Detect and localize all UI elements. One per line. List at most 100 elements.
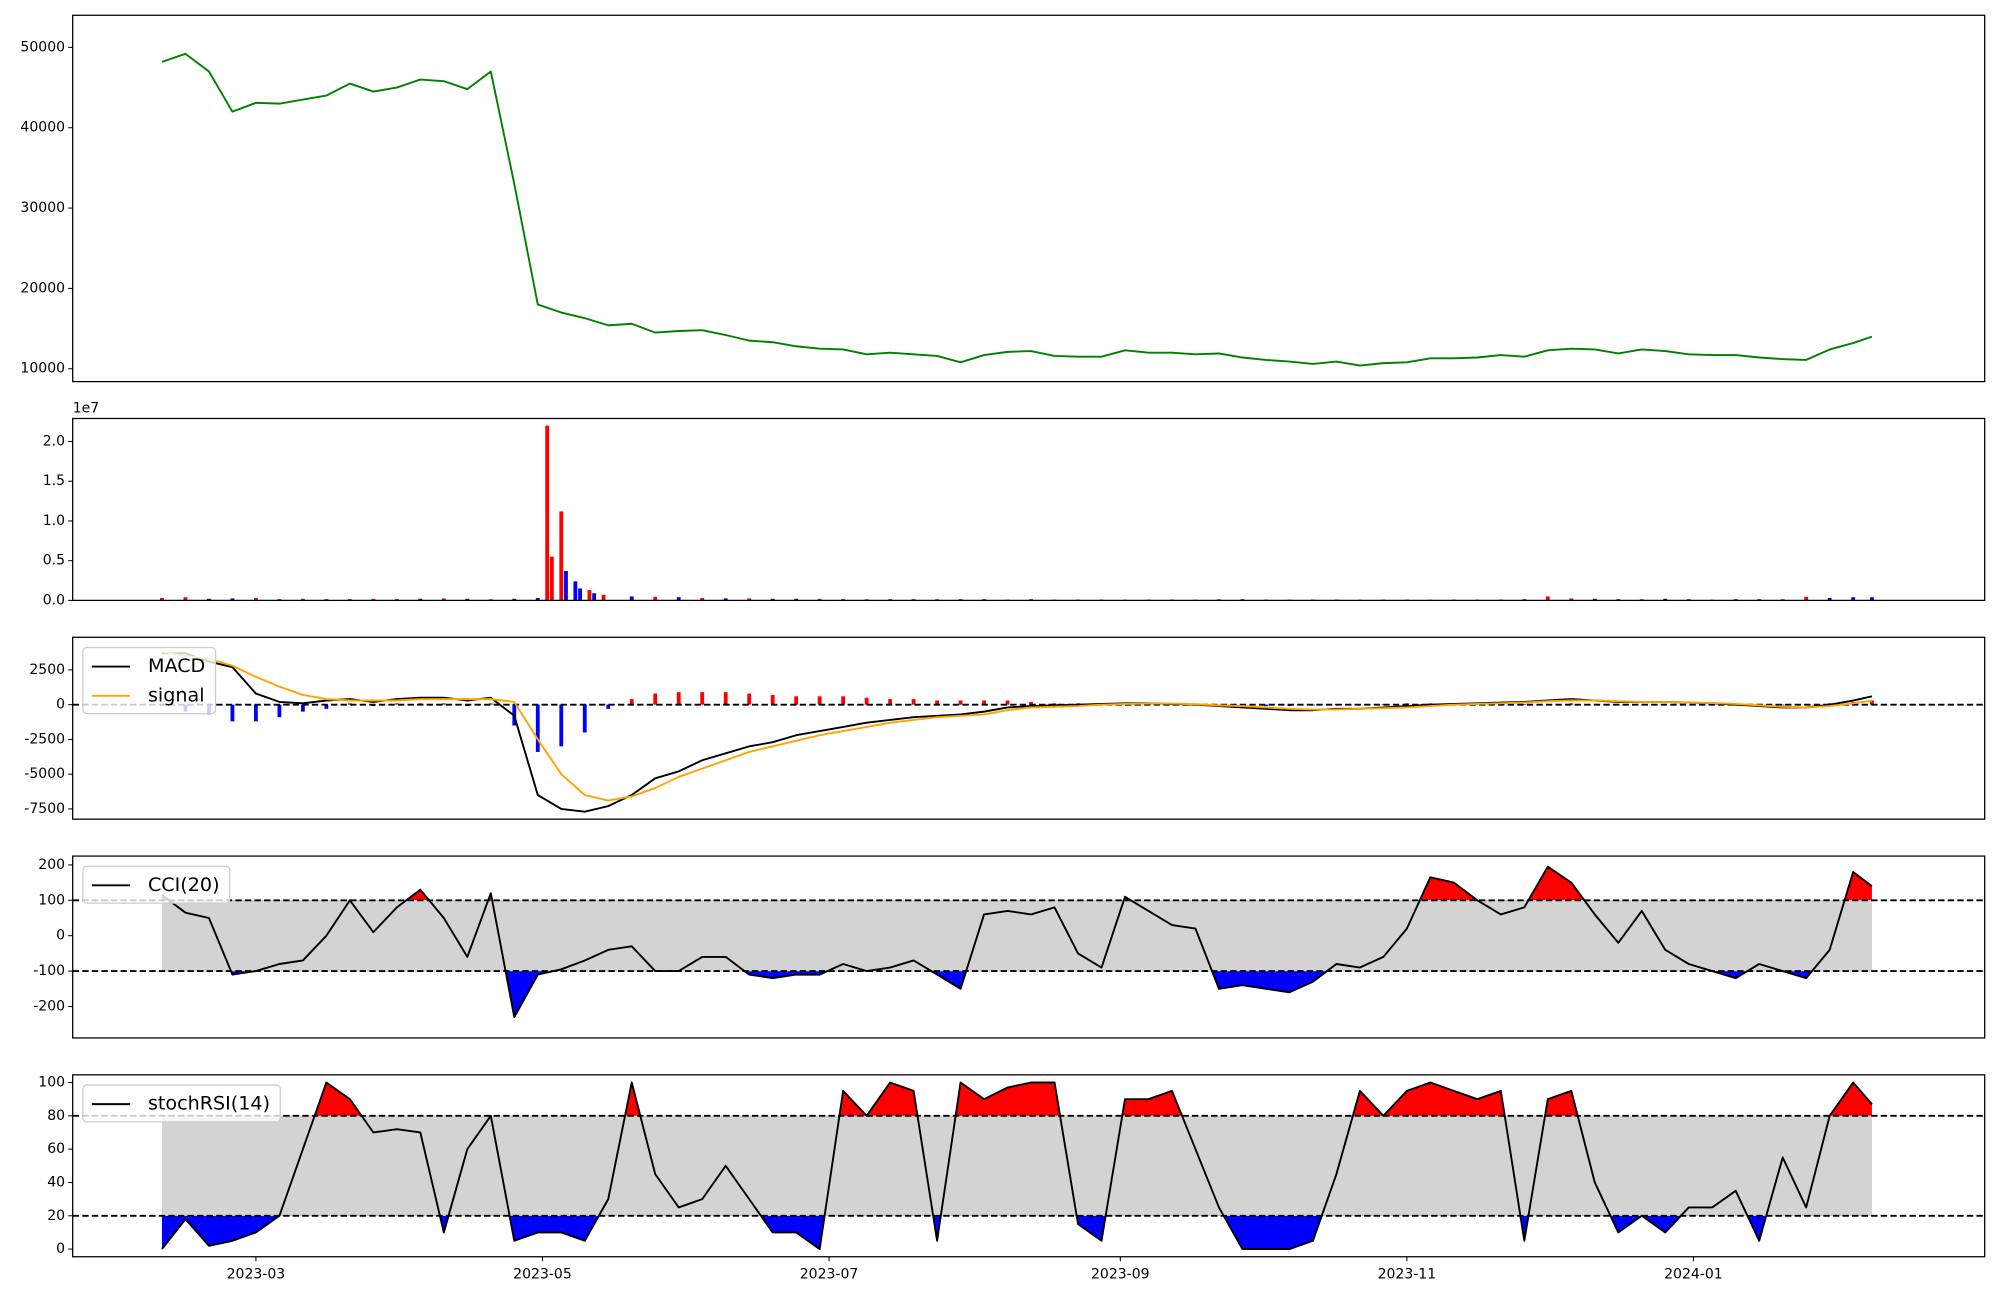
volume-bar [549,556,554,601]
y-tick-label: 40000 [20,120,65,136]
volume-bar [1569,598,1574,601]
x-tick-label: 2023-11 [1378,1267,1437,1283]
y-tick-label: 60 [47,1141,65,1157]
volume-bar [578,588,582,601]
histogram-bar [770,694,775,705]
x-tick-label: 2023-03 [227,1267,286,1283]
histogram-bar [653,693,658,705]
volume-bar [817,598,822,601]
overbought-fill [161,1082,1872,1116]
volume-bar [1870,597,1874,601]
y-tick-label: 0 [56,928,65,944]
volume-bar [441,598,446,601]
axes-frame [72,636,1986,820]
series-line [161,650,1873,802]
histogram-bar [935,700,940,705]
histogram-bar [864,697,869,705]
histogram-bar [230,704,235,722]
histogram-bar [606,704,611,709]
y-tick-label: 20 [47,1208,65,1224]
histogram-bar [300,704,305,712]
y-tick-label: -7500 [24,801,65,817]
volume-bar [747,598,752,601]
volume-bar [676,597,681,601]
y-tick-label: 0.5 [43,553,65,569]
volume-bar [465,598,470,601]
histogram-bar [1005,700,1010,705]
volume-bar [1851,597,1856,601]
y-tick-label: -2500 [24,731,65,747]
legend-box [82,646,217,715]
volume-bar [1827,598,1832,601]
panel: -200 -100 0 100 200 CCI(20) [33,855,1986,1039]
axes-frame [72,417,1986,602]
x-tick-label: 2023-05 [513,1267,572,1283]
histogram-bar [488,703,493,705]
histogram-bar [394,703,399,705]
histogram-bar [277,704,282,718]
histogram-bar [817,696,822,705]
axes-frame [72,14,1986,383]
histogram-bar [1264,704,1268,707]
histogram-bar [794,696,799,705]
legend-label: stochRSI(14) [148,1092,270,1115]
panel: 10000 20000 30000 40000 50000 [20,14,1986,383]
volume-bar [183,597,188,601]
panel: 0.0 0.5 1.0 1.5 2.0 1e7 [43,400,1986,608]
volume-bar [794,598,799,601]
neutral-band [161,900,1872,972]
histogram-bar [1029,701,1033,705]
x-tick-label: 2023-07 [800,1267,859,1283]
legend: CCI(20) [82,865,231,904]
legend-box [82,865,231,904]
series-line [161,1081,1873,1251]
volume-bar [770,598,775,601]
volume-bar [1592,598,1597,601]
neutral-band [161,1115,1872,1216]
histogram-bar [911,699,916,705]
volume-bar [512,598,517,601]
histogram-bar [254,704,258,722]
volume-bar [573,581,578,601]
volume-bar [592,593,597,601]
plot-area [72,865,1985,1019]
plot-area [72,1081,1985,1251]
plot-area [161,52,1873,367]
overbought-fill [161,866,1872,901]
axes-frame [72,1074,1986,1258]
y-tick-label: 20000 [20,280,65,296]
volume-bar [629,596,634,601]
histogram-bar [841,696,846,705]
y-tick-label: 1.0 [43,513,65,529]
volume-bar [1663,598,1668,601]
y-tick-label: 50000 [20,39,65,55]
y-tick-label: 30000 [20,200,65,216]
volume-bar [545,425,550,601]
x-tick-label: 2023-09 [1091,1267,1150,1283]
y-tick-label: 0 [56,697,65,713]
y-tick-label: 40 [47,1174,65,1190]
axes-frame [72,855,1986,1039]
volume-bar [587,590,592,601]
volume-bar [371,598,376,601]
histogram-bar [347,703,352,705]
oversold-fill [161,1215,1872,1250]
legend-label: CCI(20) [148,873,220,896]
volume-bar [160,598,164,601]
histogram-bar [1870,700,1874,705]
volume-bar [700,598,705,601]
y-tick-label: -100 [33,963,65,979]
y-tick-label: 0 [56,1241,65,1257]
histogram-bar [888,699,893,705]
histogram-bar [535,704,540,752]
volume-bar [254,598,258,601]
histogram-bar [1522,703,1527,705]
y-tick-label: -5000 [24,766,65,782]
y-tick-label: 1.5 [43,473,65,489]
histogram-bar [629,699,634,705]
legend: stochRSI(14) [82,1084,281,1123]
histogram-bar [747,693,752,705]
histogram-bar [324,704,329,709]
panel: 0 20 40 60 80 100 2023-03 2023-05 2023-07 2023-09… [38,1074,1986,1283]
